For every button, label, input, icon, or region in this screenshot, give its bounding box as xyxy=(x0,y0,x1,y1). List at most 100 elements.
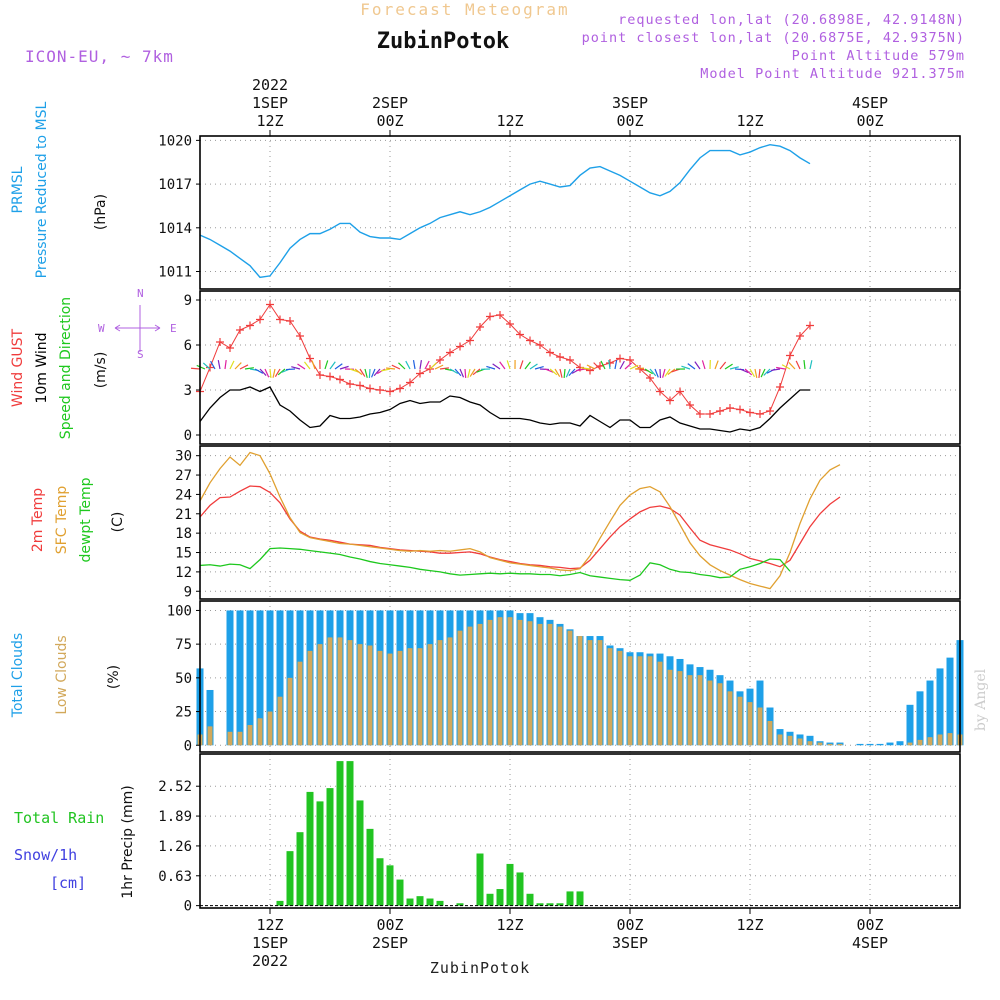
rain-bar xyxy=(566,891,574,906)
low-cloud-bar xyxy=(297,661,303,746)
wind-direction-arrow xyxy=(629,364,639,370)
wind-direction-arrow xyxy=(760,368,766,378)
bottom-time-label: 00Z xyxy=(856,916,883,934)
total-cloud-bar xyxy=(916,691,924,746)
precip-ytick-label: 2.52 xyxy=(158,779,192,795)
low-cloud-bar xyxy=(647,656,653,746)
rain-bar xyxy=(556,903,564,906)
wind-direction-arrow xyxy=(202,362,211,370)
wind-gust-marker xyxy=(766,407,774,415)
wind-direction-arrow xyxy=(454,368,462,377)
low-cloud-bar xyxy=(767,720,773,746)
wind-direction-arrow xyxy=(439,367,450,370)
total-cloud-bar xyxy=(936,668,944,746)
wind-direction-arrow xyxy=(714,360,719,370)
rain-bar xyxy=(326,788,334,906)
wind-direction-arrow xyxy=(803,359,806,370)
wind-gust-marker xyxy=(236,326,244,334)
rain-bar xyxy=(426,898,434,906)
wind-direction-arrow xyxy=(412,360,416,370)
top-time-label: 00Z xyxy=(376,112,403,130)
point-altitude-label: Point Altitude 579m xyxy=(792,48,965,64)
wind-direction-arrow xyxy=(795,360,801,370)
wind-direction-arrow xyxy=(554,368,561,377)
low-cloud-bar xyxy=(637,656,643,746)
low-cloud-bar xyxy=(277,696,283,746)
compass-north: N xyxy=(137,287,144,300)
pressure-ylabel-0: PRMSL xyxy=(10,166,26,213)
wind-direction-arrow xyxy=(524,361,531,370)
precip-label-snow: Snow/1h xyxy=(14,846,77,864)
wind-direction-arrow xyxy=(758,368,761,379)
wind-direction-arrow xyxy=(499,361,506,370)
wind-direction-arrow xyxy=(303,361,311,370)
low-cloud-bar xyxy=(667,669,673,746)
low-cloud-bar xyxy=(367,645,373,746)
wind-direction-arrow xyxy=(297,363,306,370)
low-cloud-bar xyxy=(317,644,323,746)
watermark: by Angel xyxy=(973,668,989,731)
low-cloud-bar xyxy=(387,653,393,746)
low-cloud-bar xyxy=(507,617,513,746)
low-cloud-bar xyxy=(247,725,253,746)
total-cloud-bar xyxy=(276,610,284,746)
low-cloud-bar xyxy=(527,621,533,746)
compass-rose xyxy=(114,305,161,352)
low-cloud-bar xyxy=(457,630,463,746)
wind-direction-arrow xyxy=(809,360,813,370)
wind-gust-marker xyxy=(336,375,344,384)
wind-direction-arrow xyxy=(371,368,376,378)
wind-gust-marker xyxy=(516,330,524,339)
wind-direction-arrow xyxy=(373,368,381,377)
clouds-ytick-label: 0 xyxy=(184,738,192,754)
wind-direction-arrow xyxy=(269,368,272,379)
wind-direction-arrow xyxy=(349,368,359,373)
wind-gust-marker xyxy=(306,354,314,363)
top-time-label: 3SEP xyxy=(612,94,648,112)
bottom-time-label: 2SEP xyxy=(372,934,408,952)
wind-direction-arrow xyxy=(259,368,267,376)
wind-gust-marker xyxy=(506,320,514,328)
wind-direction-arrow xyxy=(506,360,511,370)
low-cloud-bar xyxy=(347,640,353,746)
low-cloud-bar xyxy=(227,731,233,746)
wind-direction-arrow xyxy=(519,360,524,370)
low-cloud-bar xyxy=(517,619,523,746)
rain-bar xyxy=(406,898,414,906)
rain-bar xyxy=(386,865,394,906)
low-cloud-bar xyxy=(607,648,613,746)
low-cloud-bar xyxy=(937,734,943,746)
rain-bar xyxy=(416,896,424,906)
total-cloud-bar xyxy=(856,743,864,746)
wind-direction-arrow xyxy=(701,360,706,370)
plot-layer: 1011 1014 1017 1020 0 3 6 9 9 12 15 18 21 24 27 30 0 25 50… xyxy=(10,76,964,970)
low-cloud-bar xyxy=(717,683,723,746)
low-cloud-bar xyxy=(807,741,813,746)
wind-frame xyxy=(199,290,961,445)
wind-gust-marker xyxy=(486,312,494,321)
pressure-ytick-label: 1011 xyxy=(158,265,192,281)
wind-gust-marker xyxy=(646,374,654,382)
wind-direction-arrow xyxy=(486,365,496,370)
wind-gust-marker xyxy=(526,336,534,345)
wind-direction-arrow xyxy=(354,368,363,376)
wind-direction-arrow xyxy=(285,368,296,371)
wind-direction-arrow xyxy=(644,368,653,375)
low-cloud-bar xyxy=(377,650,383,746)
low-cloud-bar xyxy=(907,742,913,746)
low-cloud-bar xyxy=(427,644,433,746)
clouds-ytick-label: 25 xyxy=(175,705,192,721)
wind-gust-marker xyxy=(716,407,724,415)
low-cloud-bar xyxy=(627,656,633,746)
precip-ytick-label: 0 xyxy=(184,899,192,915)
wind-direction-arrow xyxy=(264,368,270,378)
rain-bar xyxy=(536,903,544,906)
low-cloud-bar xyxy=(237,731,243,746)
rain-bar xyxy=(476,853,484,906)
wind-direction-arrow xyxy=(234,362,242,370)
wind-gust-marker xyxy=(206,363,214,372)
low-cloud-bar xyxy=(287,677,293,746)
wind-direction-arrow xyxy=(224,359,227,370)
temp-ylabel-2: dewpt Temp xyxy=(78,477,94,562)
clouds-unit: (%) xyxy=(106,665,122,689)
